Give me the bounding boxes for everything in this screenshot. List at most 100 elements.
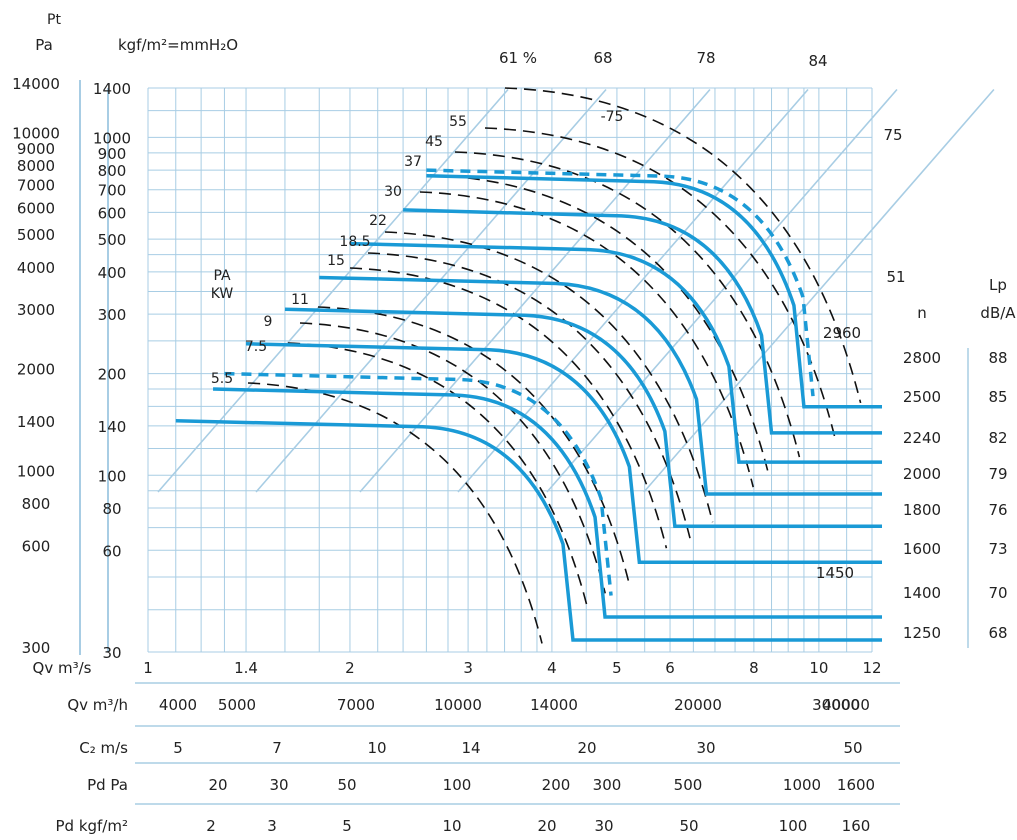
speed-curve bbox=[403, 208, 882, 435]
speed-curve bbox=[349, 241, 882, 464]
pa-tick-label: 4000 bbox=[17, 259, 55, 277]
speed-curve bbox=[426, 168, 815, 397]
pa-tick-label: 5000 bbox=[17, 226, 55, 244]
kgf-tick-label: 400 bbox=[98, 264, 127, 282]
scale-tick-label: 300 bbox=[593, 776, 622, 794]
pa-tick-label: 8000 bbox=[17, 157, 55, 175]
pa-tick-label: 7000 bbox=[17, 177, 55, 195]
kgf-tick-label: 140 bbox=[98, 418, 127, 436]
power-label: 22 bbox=[369, 213, 387, 229]
scale-tick-label: 5 bbox=[342, 817, 352, 835]
x-axis-label: Qv m³/s bbox=[33, 659, 92, 677]
kgf-tick-label: 1000 bbox=[93, 129, 131, 147]
x-tick-label: 8 bbox=[749, 659, 759, 677]
power-line bbox=[317, 306, 630, 583]
kgf-tick-label: 900 bbox=[98, 145, 127, 163]
efficiency-label: 78 bbox=[696, 49, 715, 67]
speed-label: 1800 bbox=[903, 501, 941, 519]
power-label: 55 bbox=[449, 114, 467, 130]
kgf-tick-label: 700 bbox=[98, 182, 127, 200]
noise-label: 73 bbox=[988, 540, 1007, 558]
scale-label: Pd kgf/m² bbox=[55, 817, 128, 835]
speed-label: 2960 bbox=[823, 324, 861, 342]
noise-label: 79 bbox=[988, 465, 1007, 483]
scale-label: Qv m³/h bbox=[67, 696, 128, 714]
noise-unit: dB/A bbox=[980, 304, 1016, 322]
power-label: 15 bbox=[327, 253, 345, 269]
speed-label: 2800 bbox=[903, 349, 941, 367]
x-tick-label: 1 bbox=[143, 659, 153, 677]
power-line bbox=[349, 267, 668, 549]
scale-tick-label: 1000 bbox=[783, 776, 821, 794]
scale-tick-label: 30 bbox=[594, 817, 613, 835]
pa-tick-label: 10000 bbox=[12, 124, 60, 142]
efficiency-line bbox=[359, 88, 711, 493]
noise-label: 76 bbox=[988, 501, 1007, 519]
scale-tick-label: 10000 bbox=[434, 696, 482, 714]
scale-tick-label: 500 bbox=[674, 776, 703, 794]
power-label: 18.5 bbox=[339, 234, 370, 250]
scale-tick-label: 7 bbox=[272, 739, 282, 757]
speed-label: 1600 bbox=[903, 540, 941, 558]
power-line bbox=[454, 151, 801, 458]
speed-label: 1450 bbox=[816, 564, 854, 582]
scale-tick-label: 30000 bbox=[812, 696, 860, 714]
scale-tick-label: 14000 bbox=[530, 696, 578, 714]
speed-label: 2240 bbox=[903, 429, 941, 447]
speed-curves bbox=[175, 168, 882, 642]
kgf-tick-label: 30 bbox=[102, 644, 121, 662]
kgf-tick-label: 500 bbox=[98, 231, 127, 249]
scale-tick-label: 30 bbox=[269, 776, 288, 794]
pa-tick-label: 2000 bbox=[17, 361, 55, 379]
power-label: 11 bbox=[291, 292, 309, 308]
power-label: 45 bbox=[425, 134, 443, 150]
kgf-tick-label: 300 bbox=[98, 306, 127, 324]
speed-label: 1250 bbox=[903, 624, 941, 642]
kgf-tick-label: 60 bbox=[102, 542, 121, 560]
efficiency-label: 51 bbox=[886, 268, 905, 286]
pt-label: Pt bbox=[47, 12, 61, 28]
x-tick-label: 2 bbox=[345, 659, 355, 677]
noise-label: 82 bbox=[988, 429, 1007, 447]
power-line bbox=[419, 191, 754, 488]
scale-tick-label: 20000 bbox=[674, 696, 722, 714]
efficiency-line bbox=[457, 88, 809, 493]
scale-tick-label: 2 bbox=[206, 817, 216, 835]
bottom-scales: Qv m³/h 4000 5000 7000 10000 14000 20000 300004… bbox=[55, 682, 900, 835]
pa-tick-label: 300 bbox=[22, 639, 51, 657]
kgf-tick-label: 800 bbox=[98, 162, 127, 180]
power-line bbox=[367, 252, 691, 539]
scale-tick-label: 160 bbox=[842, 817, 871, 835]
speed-curve bbox=[224, 371, 613, 596]
x-tick-label: 5 bbox=[612, 659, 622, 677]
noise-label: 70 bbox=[988, 584, 1007, 602]
x-tick-label: 3 bbox=[463, 659, 473, 677]
scale-tick-label: 40000 bbox=[822, 696, 870, 714]
power-label: 9 bbox=[264, 314, 273, 330]
noise-label: 85 bbox=[988, 388, 1007, 406]
power-label: 7.5 bbox=[245, 339, 267, 355]
x-tick-label: 6 bbox=[665, 659, 675, 677]
power-label: 5.5 bbox=[211, 371, 233, 387]
power-line bbox=[504, 87, 862, 404]
pa-tick-label: 9000 bbox=[17, 140, 55, 158]
pa-unit: Pa bbox=[35, 36, 53, 54]
scale-tick-label: 1600 bbox=[837, 776, 875, 794]
scale-tick-label: 100 bbox=[779, 817, 808, 835]
power-line bbox=[299, 322, 606, 594]
scale-tick-label: 100 bbox=[443, 776, 472, 794]
kgf-tick-label: 100 bbox=[98, 467, 127, 485]
scale-label: Pd Pa bbox=[87, 776, 128, 794]
efficiency-label: 75 bbox=[883, 126, 902, 144]
speed-label: 1400 bbox=[903, 584, 941, 602]
kgf-tick-label: 80 bbox=[102, 500, 121, 518]
scale-tick-label: 4000 bbox=[159, 696, 197, 714]
power-line bbox=[287, 342, 589, 609]
speed-curve bbox=[212, 387, 882, 619]
scale-tick-label: 5000 bbox=[218, 696, 256, 714]
pa-tick-label: 1000 bbox=[17, 462, 55, 480]
speed-curve bbox=[319, 275, 882, 496]
scale-tick-label: 5 bbox=[173, 739, 183, 757]
speed-label: 2000 bbox=[903, 465, 941, 483]
